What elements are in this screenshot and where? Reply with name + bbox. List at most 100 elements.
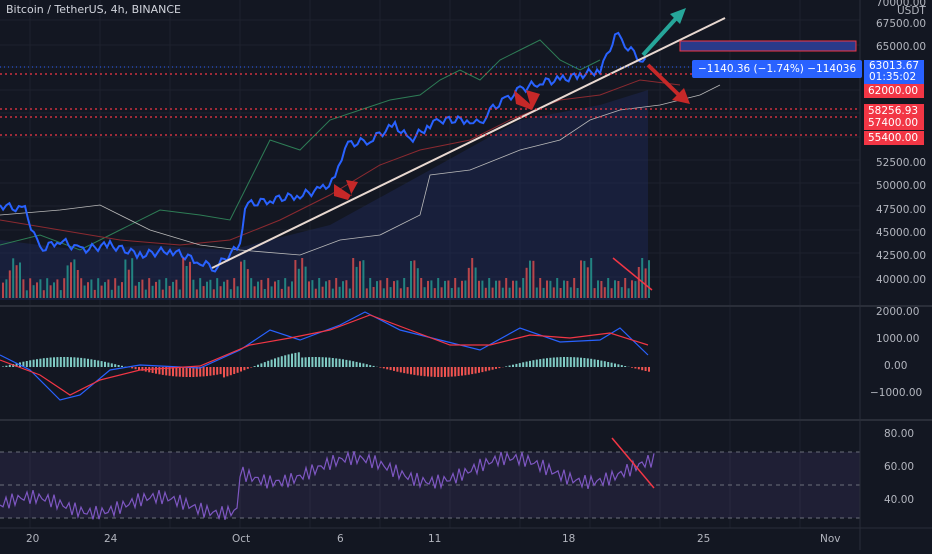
volume-bar <box>271 286 273 298</box>
macd-bar <box>583 358 585 367</box>
volume-bar <box>186 266 188 298</box>
time-tick: Oct <box>232 533 250 545</box>
macd-bar <box>294 353 296 367</box>
volume-bar <box>342 281 344 298</box>
rsi-tick: 80.00 <box>884 428 914 440</box>
volume-bar <box>390 287 392 298</box>
volume-bar <box>39 279 41 298</box>
macd-bar <box>29 360 31 367</box>
macd-bar <box>546 358 548 367</box>
macd-bar <box>485 367 487 371</box>
volume-bar <box>379 280 381 298</box>
volume-bar <box>138 282 140 298</box>
macd-bar <box>43 358 45 367</box>
macd-bar <box>342 359 344 367</box>
macd-line <box>0 312 648 400</box>
volume-bar <box>444 281 446 298</box>
macd-bar <box>437 367 439 377</box>
macd-bar <box>478 367 480 373</box>
volume-bar <box>492 288 494 298</box>
volume-bar <box>488 278 490 298</box>
volume-bar <box>628 288 630 298</box>
macd-bar <box>267 361 269 367</box>
macd-bar <box>240 367 242 372</box>
macd-bar <box>356 362 358 367</box>
volume-bar <box>580 260 582 298</box>
macd-bar <box>587 358 589 367</box>
macd-bar <box>206 367 208 376</box>
volume-bar <box>373 287 375 298</box>
volume-bar <box>393 281 395 298</box>
macd-bar <box>373 366 375 367</box>
volume-bar <box>464 281 466 299</box>
volume-bar <box>563 281 565 299</box>
volume-bar <box>461 281 463 298</box>
volume-bar <box>94 290 96 298</box>
macd-signal-line <box>0 315 648 395</box>
macd-bar <box>566 357 568 367</box>
macd-bar <box>189 367 191 377</box>
volume-bar <box>141 280 143 298</box>
volume-bar <box>536 288 538 299</box>
target-rectangle[interactable] <box>680 41 856 51</box>
macd-bar <box>638 367 640 369</box>
macd-bar <box>424 367 426 376</box>
macd-bar <box>464 367 466 375</box>
volume-bar <box>203 286 205 298</box>
volume-bar <box>206 282 208 298</box>
macd-bar <box>441 367 443 377</box>
price-tick: 40000.00 <box>876 274 926 286</box>
macd-bar <box>301 358 303 368</box>
macd-bar <box>87 359 89 367</box>
macd-bar <box>90 359 92 367</box>
time-tick: 24 <box>104 533 117 545</box>
macd-bar <box>223 367 225 377</box>
volume-bar <box>430 280 432 298</box>
volume-bar <box>417 268 419 298</box>
macd-bar <box>260 363 262 367</box>
macd-bar <box>420 367 422 376</box>
volume-bar <box>70 262 72 298</box>
volume-bar <box>648 260 650 298</box>
macd-bar <box>563 357 565 367</box>
macd-bar <box>53 357 55 367</box>
macd-bar <box>5 366 7 367</box>
symbol-title[interactable]: Bitcoin / TetherUS, 4h, BINANCE <box>6 3 181 16</box>
volume-bar <box>485 288 487 298</box>
volume-bar <box>165 278 167 298</box>
volume-bar <box>250 278 252 298</box>
macd-bar <box>471 367 473 374</box>
volume-bar <box>458 287 460 298</box>
macd-bar <box>67 357 69 367</box>
volume-bar <box>230 289 232 298</box>
volume-bar <box>80 278 82 298</box>
volume-bar <box>407 287 409 298</box>
macd-bar <box>39 359 41 367</box>
macd-bar <box>393 367 395 371</box>
price-tick: 45000.00 <box>876 227 926 239</box>
macd-bar <box>407 367 409 374</box>
macd-bar <box>114 364 116 367</box>
volume-bar <box>267 278 269 298</box>
macd-bar <box>77 358 79 367</box>
macd-bar <box>434 367 436 377</box>
macd-bar <box>56 357 58 367</box>
volume-bar <box>264 289 266 298</box>
macd-bar <box>614 364 616 368</box>
volume-bar <box>641 258 643 298</box>
volume-bar <box>67 265 69 298</box>
volume-bar <box>175 280 177 298</box>
volume-bar <box>495 281 497 298</box>
macd-bar <box>226 367 228 376</box>
macd-bar <box>410 367 412 374</box>
macd-bar <box>631 367 633 368</box>
volume-bar <box>566 281 568 298</box>
volume-bar <box>400 288 402 298</box>
volume-bar <box>209 280 211 298</box>
volume-bar <box>281 289 283 298</box>
macd-bar <box>417 367 419 375</box>
macd-bar <box>648 367 650 372</box>
macd-bar <box>220 367 222 374</box>
